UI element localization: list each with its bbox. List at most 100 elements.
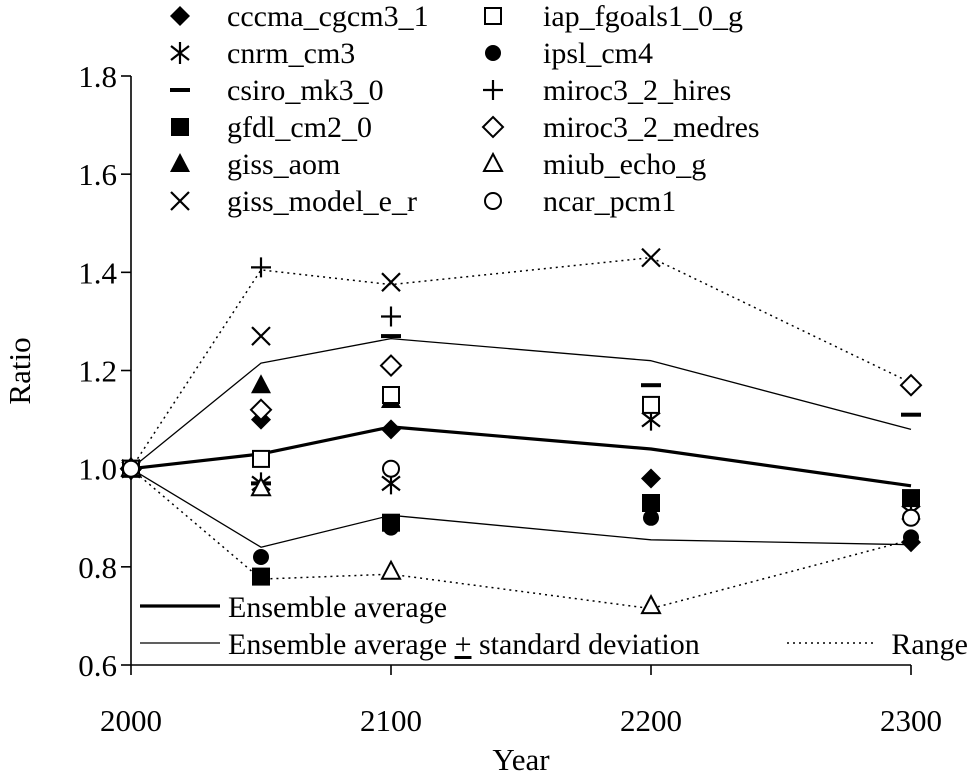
legend-marker-ipsl-cm4 (485, 45, 501, 61)
marker-shape (380, 559, 402, 580)
markers (119, 247, 923, 615)
point-csiro-mk3-0-2300 (901, 412, 921, 417)
line-legend: Ensemble average Ensemble average + stan… (140, 591, 968, 661)
point-ipsl-cm4-2300 (903, 529, 919, 546)
point-miub-echo-g-2050 (250, 476, 272, 497)
marker-shape (642, 395, 660, 414)
point-giss-model-e-r-2200 (641, 247, 661, 268)
legend-label-iap-fgoals1-0-g: iap_fgoals1_0_g (543, 0, 743, 33)
marker-shape (641, 383, 661, 388)
marker-shape (902, 508, 920, 527)
point-miroc3-2-hires-2050 (251, 257, 271, 278)
y-tick-label-1-2: 1.2 (78, 354, 117, 389)
point-ipsl-cm4-2050 (253, 549, 269, 565)
point-gfdl-cm2-0-2300 (902, 489, 920, 508)
point-ncar-pcm1-2300 (902, 508, 920, 527)
x-tick-label-2100: 2100 (360, 703, 422, 738)
point-iap-fgoals1-0-g-2200 (642, 395, 660, 414)
marker-shape (381, 419, 401, 440)
point-csiro-mk3-0-2200 (641, 383, 661, 388)
marker-shape (901, 412, 921, 417)
point-miroc3-2-medres-2050 (249, 398, 273, 422)
point-gfdl-cm2-0-2200 (642, 494, 660, 512)
marker-shape (170, 42, 190, 64)
legend-marker-miub-echo-g (482, 151, 504, 172)
point-cccma-cgcm3-1-2200 (641, 468, 661, 489)
point-miub-echo-g-2200 (640, 593, 662, 615)
marker-shape (170, 6, 190, 26)
y-tick-label-1-8: 1.8 (78, 59, 117, 94)
point-iap-fgoals1-0-g-2100 (382, 386, 400, 404)
legend-label-ncar-pcm1: ncar_pcm1 (543, 185, 676, 218)
marker-shape (640, 593, 662, 615)
line-ensemble-average-standard-deviation-upper (130, 337, 912, 470)
marker-shape (170, 88, 190, 92)
marker-shape (483, 80, 503, 100)
marker-shape (252, 449, 270, 468)
point-csiro-mk3-0-2100 (381, 334, 401, 339)
marker-shape (382, 386, 400, 404)
x-axis-label: Year (492, 742, 550, 776)
legend-marker-giss-aom (170, 153, 190, 172)
point-ipsl-cm4-2200 (643, 509, 659, 526)
point-ipsl-cm4-2100 (383, 519, 399, 536)
marker-shape (381, 306, 401, 327)
ticks: 0.6 0.8 1.0 1.2 1.4 1.6 1.8 2000 2100 2200 2300 (78, 59, 942, 738)
marker-shape (253, 549, 269, 565)
y-tick-label-1-0: 1.0 (78, 452, 117, 487)
legend-marker-cnrm-cm3 (170, 42, 190, 64)
y-tick-label-0-8: 0.8 (78, 550, 117, 585)
legend-label-gfdl-cm2-0: gfdl_cm2_0 (227, 111, 372, 144)
marker-shape (484, 192, 502, 210)
marker-shape (250, 476, 272, 497)
x-tick-label-2000: 2000 (100, 703, 162, 738)
point-gfdl-cm2-0-2050 (252, 567, 270, 586)
line-ensemble-average (130, 425, 912, 488)
legend-marker-gfdl-cm2-0 (171, 118, 189, 136)
legend-marker-giss-model-e-r (170, 191, 190, 211)
marker-shape (251, 374, 271, 394)
marker-shape (902, 489, 920, 508)
marker-shape (641, 468, 661, 489)
legend-label-miub-echo-g: miub_echo_g (543, 148, 706, 181)
legend-label-giss-aom: giss_aom (227, 148, 340, 181)
y-tick-label-0-6: 0.6 (78, 648, 117, 683)
marker-shape (251, 326, 271, 346)
legend-label-cccma-cgcm3-1: cccma_cgcm3_1 (227, 0, 429, 33)
legend-ensemble-average-label: Ensemble average (228, 591, 447, 624)
marker-shape (903, 529, 919, 546)
point-ncar-pcm1-2000 (122, 459, 140, 478)
marker-shape (484, 7, 502, 25)
lines (130, 256, 912, 610)
point-giss-aom-2050 (251, 374, 271, 394)
marker-shape (481, 115, 505, 139)
point-giss-model-e-r-2050 (251, 326, 271, 346)
marker-shape (381, 334, 401, 339)
marker-shape (252, 567, 270, 586)
point-miroc3-2-hires-2100 (381, 306, 401, 327)
legend-std-label: Ensemble average + standard deviation (228, 628, 700, 661)
legend-std-symbol: + (455, 628, 472, 661)
legend-label-ipsl-cm4: ipsl_cm4 (543, 37, 653, 70)
legend-std-prefix: Ensemble average (228, 628, 455, 661)
point-miroc3-2-medres-2100 (379, 354, 403, 378)
marker-shape (482, 151, 504, 172)
legend-label-miroc3-2-hires: miroc3_2_hires (543, 74, 731, 107)
marker-shape (170, 191, 190, 211)
marker-shape (641, 247, 661, 268)
marker-shape (381, 272, 401, 292)
marker-shape (485, 45, 501, 61)
marker-legend: cccma_cgcm3_1 cnrm_cm3 csiro_mk3_0 gfdl_cm2… (170, 0, 760, 218)
y-axis-label: Ratio (2, 337, 37, 404)
legend-label-csiro-mk3-0: csiro_mk3_0 (227, 74, 384, 107)
legend-marker-ncar-pcm1 (484, 192, 502, 210)
point-iap-fgoals1-0-g-2050 (252, 449, 270, 468)
legend-label-cnrm-cm3: cnrm_cm3 (227, 37, 355, 70)
legend-marker-miroc3-2-hires (483, 80, 503, 100)
point-giss-model-e-r-2100 (381, 272, 401, 292)
point-miroc3-2-medres-2300 (899, 373, 923, 397)
point-ncar-pcm1-2100 (382, 459, 400, 478)
legend-marker-cccma-cgcm3-1 (170, 6, 190, 26)
